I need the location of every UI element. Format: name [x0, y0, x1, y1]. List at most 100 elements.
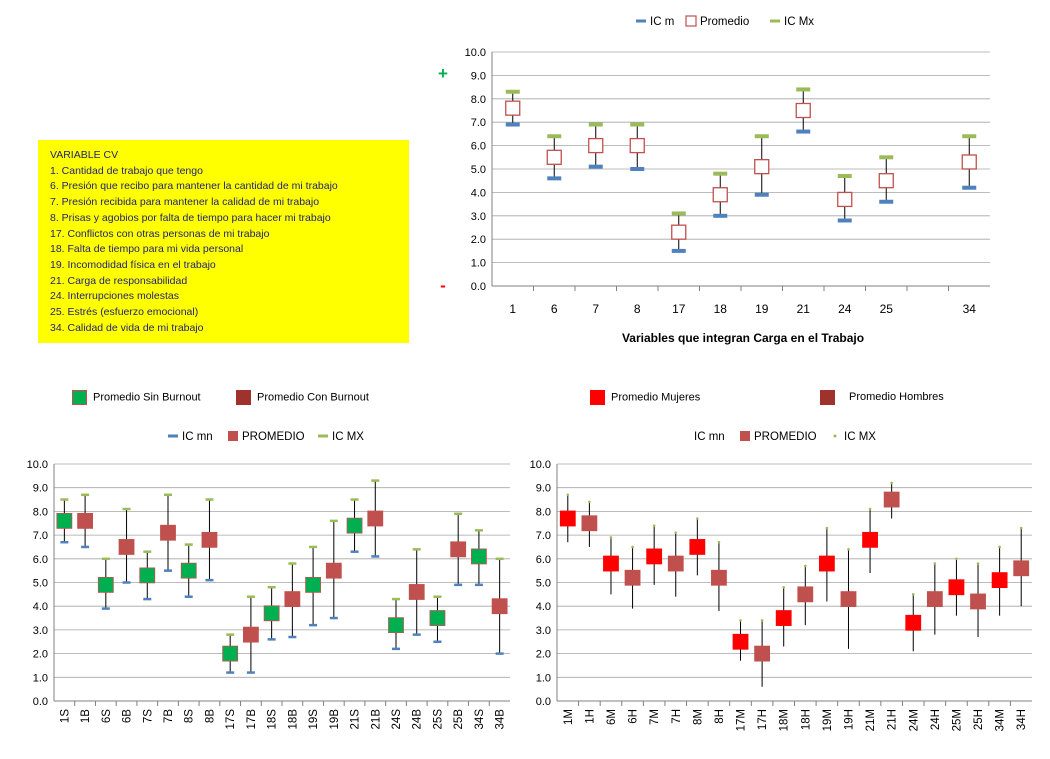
promedio-marker [905, 614, 922, 631]
x-axis-title: Variables que integran Carga en el Traba… [622, 331, 864, 345]
data-point [77, 493, 93, 549]
variables-legend-line: 34. Calidad de vida de mi trabajo [50, 321, 204, 334]
x-tick-label: 7H [671, 709, 683, 724]
x-tick-label: 25S [432, 709, 444, 730]
y-tick-label: 8.0 [33, 506, 48, 518]
data-point [160, 493, 176, 572]
x-tick-label: 1H [584, 709, 596, 724]
x-tick-label: 19M [822, 709, 834, 731]
x-tick-label: 19B [329, 709, 341, 730]
y-tick-label: 4.0 [471, 187, 486, 199]
x-tick-label: 21S [350, 709, 362, 730]
legend-label: IC Mx [784, 16, 814, 28]
data-point [56, 498, 73, 544]
data-point [732, 619, 749, 661]
data-point [180, 543, 197, 598]
x-tick-label: 8H [714, 709, 726, 724]
data-point [961, 134, 977, 190]
legend-label: IC MX [844, 431, 876, 443]
data-point [926, 562, 943, 635]
promedio-marker [629, 137, 645, 154]
data-point [588, 122, 604, 169]
x-tick-label: 8B [204, 709, 216, 723]
y-tick-label: 8.0 [536, 506, 551, 518]
variables-legend-line: 8. Prisas y agobios por falta de tiempo … [50, 211, 331, 224]
darkred-swatch [820, 390, 835, 405]
ic-max-marker [696, 517, 699, 520]
y-tick-label: 2.0 [33, 649, 48, 661]
x-tick-label: 6B [122, 709, 134, 723]
x-tick-label: 24 [838, 302, 852, 316]
promedio-marker [180, 562, 197, 579]
data-point [139, 550, 156, 601]
y-tick-label: 10.0 [530, 459, 551, 471]
promedio-marker [408, 584, 425, 600]
legend-mujeres: Promedio Mujeres [590, 390, 700, 405]
y-tick-label: 4.0 [536, 601, 551, 613]
promedio-marker [689, 539, 706, 555]
x-tick-label: 24H [930, 709, 942, 730]
promedio-marker [429, 610, 446, 626]
data-point [581, 500, 598, 547]
data-point [408, 548, 425, 636]
y-tick-label: 3.0 [471, 211, 486, 223]
promedio-marker [624, 569, 641, 586]
legend: IC m Promedio IC Mx [636, 15, 814, 28]
y-tick-label: 6.0 [536, 554, 551, 566]
data-point [346, 498, 363, 553]
promedio-marker [77, 512, 93, 529]
y-tick-label: 9.0 [33, 483, 48, 495]
promedio-marker [491, 598, 508, 615]
promedio-marker [646, 548, 663, 565]
promedio-marker [471, 548, 487, 565]
promedio-marker [926, 591, 943, 607]
promedio-marker [1013, 560, 1030, 577]
legend-label: IC mn [694, 431, 725, 443]
y-tick-label: 10.0 [465, 47, 486, 59]
data-point [471, 529, 487, 587]
promedio-marker [862, 531, 878, 548]
promedio-marker [367, 510, 384, 527]
promedio-marker [139, 567, 156, 584]
legend-item: Promedio [685, 15, 749, 28]
data-point [305, 545, 321, 627]
y-tick-label: 3.0 [536, 625, 551, 637]
promedio-marker [775, 610, 792, 626]
chart-sexo: 0.0 1.0 2.0 3.0 4.0 5.0 6.0 7.0 8.0 9.0 10.0 1M 1H 6M… [530, 431, 1032, 731]
ic-max-marker [782, 585, 786, 589]
legend-con-burnout-label: Promedio Con Burnout [257, 391, 369, 404]
promedio-marker [263, 605, 280, 622]
minus-label: - [440, 276, 446, 295]
legend-item: IC Mx [770, 16, 814, 28]
data-point [840, 548, 857, 649]
x-tick-label: 25B [453, 709, 465, 730]
y-tick-label: 7.0 [471, 117, 486, 129]
data-point [862, 507, 878, 574]
x-tick-label: 25H [973, 709, 985, 730]
data-point [559, 493, 576, 543]
x-tick-label: 6M [606, 709, 618, 725]
x-tick-label: 19H [843, 709, 855, 730]
ic-max-marker [825, 526, 829, 530]
data-point [775, 585, 792, 647]
y-tick-label: 0.0 [471, 281, 486, 293]
x-tick-label: 1B [80, 709, 92, 723]
ic-max-marker [566, 493, 570, 497]
x-tick-label: 25M [951, 709, 963, 731]
x-tick-label: 21H [887, 709, 899, 730]
ic-max-marker [890, 481, 893, 485]
data-point [671, 211, 687, 253]
data-point [367, 479, 384, 558]
legend-label: PROMEDIO [242, 431, 305, 443]
ic-max-marker [976, 562, 980, 565]
ic-max-marker [631, 545, 634, 549]
x-tick-label: 19S [308, 709, 320, 730]
promedio-marker [588, 137, 604, 154]
x-tick-label: 34 [963, 302, 977, 316]
promedio-marker [346, 517, 363, 534]
x-tick-label: 34H [1016, 709, 1028, 730]
promedio-marker [667, 555, 684, 572]
promedio-marker [970, 593, 986, 610]
y-tick-label: 2.0 [536, 649, 551, 661]
promedio-marker [243, 626, 259, 643]
